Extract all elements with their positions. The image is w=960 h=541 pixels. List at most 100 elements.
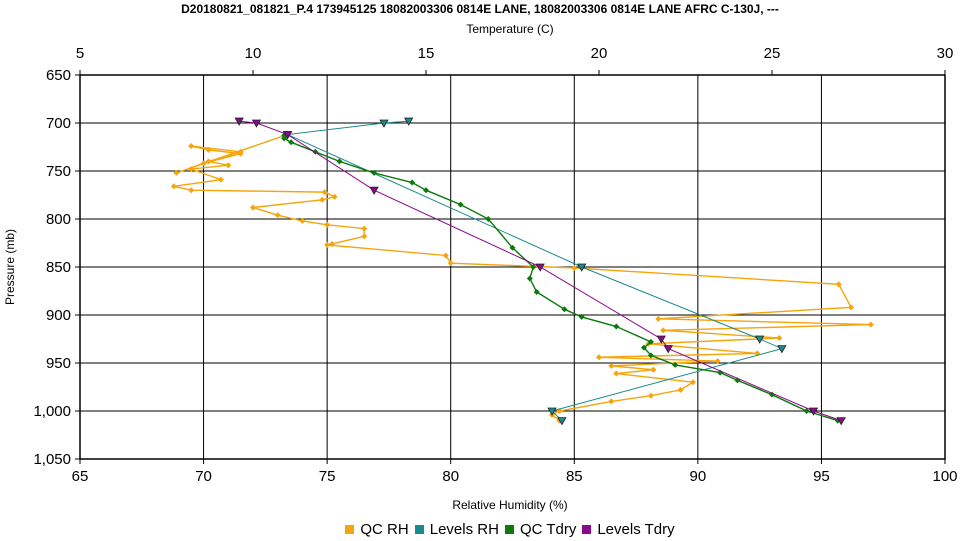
x-axis-label: Relative Humidity (%) [452,498,568,512]
data-point [776,335,783,342]
legend-swatch [504,525,514,534]
data-point [170,183,177,190]
data-point [173,169,180,176]
data-point [835,281,842,288]
data-point [234,117,244,126]
data-point [663,345,673,354]
legend-item: QC RH [345,521,409,538]
x-tick-label: 90 [690,468,707,485]
data-point [660,327,667,334]
data-point [608,398,615,405]
data-point [361,233,368,240]
series-line [283,133,838,422]
y-tick-label: 750 [46,163,71,180]
data-point [188,187,195,194]
legend-item: Levels Tdry [582,521,675,538]
legend-item: Levels RH [414,521,499,538]
data-point [324,221,331,228]
y-axis-label: Pressure (mb) [3,229,17,305]
data-point [650,366,657,373]
data-point [577,263,587,272]
series-line [173,133,871,422]
x2-tick-label: 10 [245,45,262,62]
data-point [324,241,331,248]
data-point [205,158,212,165]
data-point [578,313,585,320]
data-point [457,201,464,208]
data-point [836,417,846,426]
data-point [533,288,540,295]
data-point [808,407,819,416]
data-point [217,176,224,183]
data-point [535,263,545,272]
x2-tick-label: 5 [76,45,84,62]
y-tick-label: 700 [46,115,71,132]
data-point [867,321,874,328]
x2-axis-label: Temperature (C) [466,22,554,36]
data-point [561,306,568,313]
data-point [647,392,654,399]
x-tick-label: 75 [319,468,336,485]
data-point [613,370,620,377]
data-point [237,150,244,157]
data-point [369,186,379,196]
data-point [282,131,293,140]
data-point [225,162,232,169]
data-point [571,264,578,271]
legend-item: QC Tdry [504,521,576,538]
data-point [447,260,454,267]
data-point [188,143,195,150]
data-point [803,408,810,414]
y-tick-label: 1,050 [33,451,71,468]
data-point [371,169,378,176]
data-point [656,335,666,344]
data-point [596,354,602,361]
data-point [714,358,721,365]
y-tick-label: 900 [46,307,71,324]
x2-tick-label: 15 [418,45,435,62]
data-point [379,119,389,128]
data-point [250,204,256,211]
data-point [274,212,281,219]
data-point [409,179,416,186]
y-tick-label: 650 [46,67,71,84]
data-point [647,338,654,345]
legend-label: Levels RH [429,521,499,538]
data-point [288,139,295,146]
data-point [530,264,537,270]
x-tick-label: 70 [195,468,212,485]
data-point [188,166,195,173]
data-point [509,244,516,251]
legend-swatch [345,525,355,534]
legend-swatch [582,525,592,534]
legend: QC RH Levels RH QC Tdry Levels Tdry [0,521,960,538]
data-point [404,117,414,126]
series-qc-tdry [281,131,841,424]
data-point [299,217,306,224]
data-point [526,275,533,282]
x-tick-label: 95 [813,468,830,485]
x-tick-label: 85 [566,468,583,485]
chart-title: D20180821_081821_P.4 173945125 180820033… [181,2,779,16]
y-tick-label: 950 [46,355,71,372]
data-point [672,361,679,368]
series-levels-rh [282,117,787,426]
data-point [485,216,492,222]
data-point [848,304,855,311]
data-point [336,158,343,165]
x2-tick-label: 25 [764,45,781,62]
data-point [200,160,207,167]
legend-label: Levels Tdry [597,521,675,538]
x-tick-label: 80 [442,468,459,485]
data-point [361,225,368,232]
data-point [319,196,326,203]
x2-tick-label: 20 [591,45,608,62]
data-point [655,315,662,322]
x-tick-label: 65 [72,468,89,485]
data-point [640,344,647,351]
data-point [777,345,787,354]
y-tick-label: 800 [46,211,71,228]
data-point [251,119,262,128]
data-point [647,352,654,359]
